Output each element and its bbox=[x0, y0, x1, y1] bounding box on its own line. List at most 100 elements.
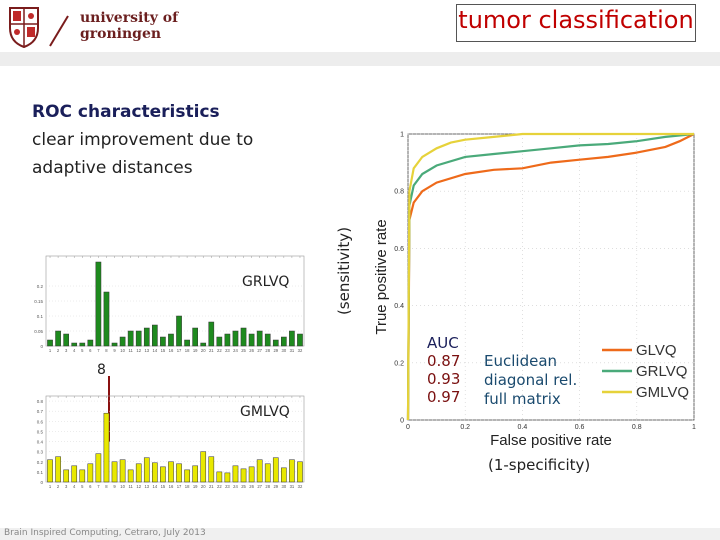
y-tick-label: 0 bbox=[40, 344, 43, 349]
x-tick-label: 22 bbox=[217, 348, 222, 353]
x-tick-label: 11 bbox=[128, 484, 133, 489]
legend-entry: GLVQ bbox=[636, 342, 677, 359]
auc-value: 0.97 bbox=[427, 388, 461, 406]
x-tick-label: 7 bbox=[97, 484, 100, 489]
bar bbox=[119, 336, 126, 347]
bar bbox=[289, 459, 295, 483]
x-tick-label: 9 bbox=[113, 484, 116, 489]
bar bbox=[184, 339, 190, 347]
y-tick-label: 0.6 bbox=[37, 419, 44, 424]
x-axis-label: False positive rate bbox=[490, 432, 612, 449]
university-line-2: groningen bbox=[80, 26, 162, 42]
x-tick-label: 20 bbox=[201, 348, 206, 353]
method-description: Euclidean bbox=[484, 352, 558, 370]
x-tick-label: 2 bbox=[57, 348, 60, 353]
auc-heading: AUC bbox=[427, 334, 459, 352]
x-tick-label: 0.6 bbox=[575, 424, 585, 431]
slide-title-frame bbox=[456, 4, 696, 42]
bar bbox=[55, 330, 61, 347]
x-tick-label: 24 bbox=[233, 348, 238, 353]
bar bbox=[160, 336, 166, 347]
y-tick-label: 0.7 bbox=[37, 409, 44, 414]
x-tick-label: 31 bbox=[290, 484, 295, 489]
y-axis-label: True positive rate bbox=[373, 219, 390, 334]
auc-value: 0.87 bbox=[427, 352, 461, 370]
roc-series-line bbox=[406, 133, 695, 421]
grlvq-relevance-chart: 00.050.10.150.21 2 3 4 5 6 7 8 9 10 11 12 13 14 15 16 17… bbox=[34, 255, 305, 353]
bar bbox=[272, 339, 279, 347]
university-name: university of groningen bbox=[80, 10, 178, 42]
y-tick-label: 0.2 bbox=[37, 460, 44, 465]
x-tick-label: 7 bbox=[97, 348, 100, 353]
roc-series-line bbox=[406, 132, 694, 421]
legend-entry: GMLVQ bbox=[636, 384, 689, 401]
x-tick-label: 17 bbox=[177, 348, 182, 353]
bar bbox=[248, 466, 255, 483]
university-logo bbox=[9, 7, 69, 49]
x-tick-label: 29 bbox=[273, 348, 278, 353]
x-tick-label: 6 bbox=[89, 484, 92, 489]
bar bbox=[297, 461, 303, 483]
bar bbox=[127, 469, 134, 483]
x-tick-label: 25 bbox=[241, 348, 246, 353]
x-tick-label: 6 bbox=[89, 348, 92, 353]
x-tick-label: 13 bbox=[144, 348, 149, 353]
x-tick-label: 18 bbox=[185, 484, 190, 489]
bar bbox=[152, 324, 158, 347]
bar bbox=[224, 472, 231, 483]
x-tick-label: 4 bbox=[73, 348, 76, 353]
bar bbox=[256, 459, 263, 483]
y-tick-label: 0.15 bbox=[34, 299, 43, 304]
bar bbox=[127, 330, 134, 347]
bar bbox=[95, 261, 102, 347]
description-line-2: adaptive distances bbox=[32, 158, 193, 178]
x-tick-label: 24 bbox=[233, 484, 238, 489]
bar bbox=[87, 339, 94, 347]
plot-frame bbox=[407, 133, 695, 421]
y-tick-label: 0.4 bbox=[394, 303, 404, 310]
y-tick-label: 0.5 bbox=[37, 429, 44, 434]
logo-slash bbox=[49, 15, 69, 47]
x-tick-label: 8 bbox=[105, 484, 108, 489]
bar bbox=[208, 456, 215, 483]
bar bbox=[224, 333, 231, 347]
bar bbox=[152, 462, 158, 483]
x-tick-label: 10 bbox=[120, 348, 125, 353]
university-line-1: university of bbox=[80, 10, 179, 26]
y-tick-label: 0.2 bbox=[394, 360, 404, 367]
marker-line bbox=[108, 376, 110, 442]
bar bbox=[111, 342, 118, 347]
x-tick-label: 18 bbox=[185, 348, 190, 353]
x-tick-label: 26 bbox=[249, 348, 254, 353]
x-tick-label: 0.2 bbox=[460, 424, 470, 431]
bar bbox=[111, 461, 118, 483]
y-tick-label: 0.1 bbox=[37, 470, 44, 475]
bar bbox=[281, 467, 287, 483]
x-tick-label: 10 bbox=[120, 484, 125, 489]
bar bbox=[176, 315, 182, 347]
specificity-label: (1-specificity) bbox=[488, 456, 591, 474]
x-tick-label: 25 bbox=[241, 484, 246, 489]
x-tick-label: 3 bbox=[65, 348, 68, 353]
y-tick-label: 0.2 bbox=[37, 284, 44, 289]
bar bbox=[71, 465, 78, 483]
bar bbox=[272, 457, 279, 483]
y-tick-label: 0.4 bbox=[37, 440, 44, 445]
x-tick-label: 27 bbox=[257, 348, 262, 353]
method-description: full matrix bbox=[484, 390, 561, 408]
y-tick-label: 0.05 bbox=[34, 329, 43, 334]
bar bbox=[281, 336, 287, 347]
bar bbox=[208, 321, 215, 347]
x-tick-label: 13 bbox=[144, 484, 149, 489]
bar bbox=[47, 459, 53, 483]
method-descriptions: Euclidean diagonal rel. full matrix bbox=[484, 352, 577, 409]
bar bbox=[232, 330, 239, 347]
x-tick-label: 1 bbox=[692, 424, 696, 431]
description-line-1: clear improvement due to bbox=[32, 130, 254, 150]
x-tick-label: 14 bbox=[153, 348, 158, 353]
x-tick-label: 20 bbox=[201, 484, 206, 489]
x-tick-label: 16 bbox=[169, 348, 174, 353]
bar bbox=[87, 463, 94, 483]
bar bbox=[63, 469, 69, 483]
legend-entry: GRLVQ bbox=[636, 363, 687, 380]
